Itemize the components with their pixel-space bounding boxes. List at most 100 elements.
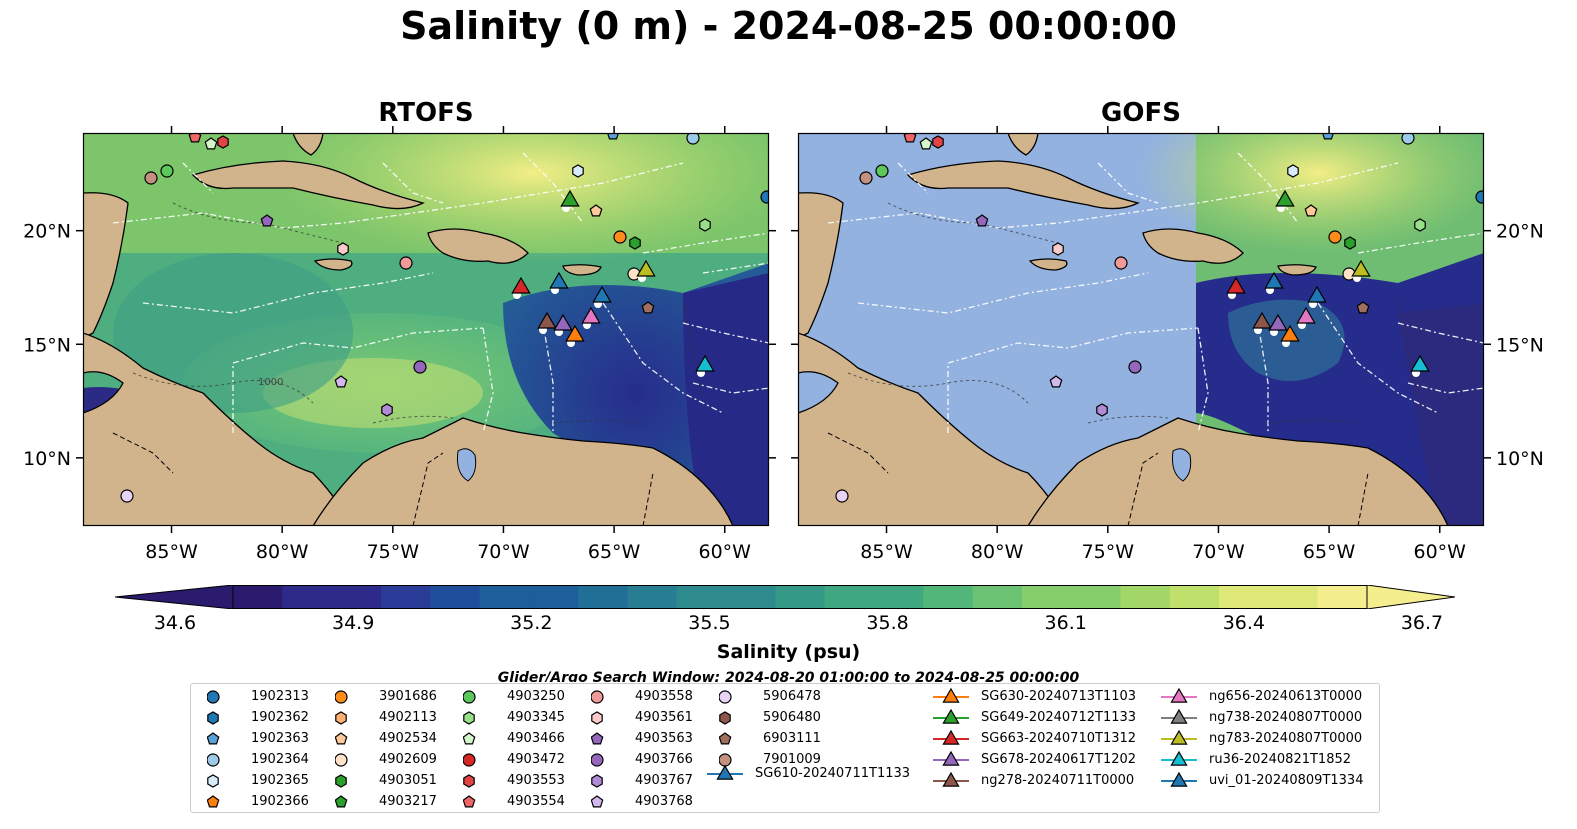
glider-marker-uvi: [1307, 285, 1327, 303]
lon-tick-label: 60°W: [699, 541, 752, 563]
map-panel-rtofs[interactable]: 1000 85°W 80°W 75°W 70°W 65°W 60°W 20°N 15°N 10°…: [23, 126, 776, 563]
colorbar-bin: [627, 585, 678, 609]
colorbar-bin: [676, 585, 727, 609]
legend: 1902313 1902362 1902363 1902364 1902365 19023…: [190, 683, 1380, 813]
colorbar-bin: [233, 585, 283, 609]
argo-marker-3901686: [1328, 230, 1342, 244]
colorbar-bin: [430, 585, 481, 609]
argo-marker-1902364: [686, 133, 700, 145]
search-window-text: Glider/Argo Search Window: 2024-08-20 01…: [497, 670, 1080, 682]
colorbar-bin: [972, 585, 1023, 609]
colorbar: [115, 585, 1455, 609]
argo-marker-4903768: [334, 375, 348, 388]
glider-marker-ng278: [537, 311, 557, 329]
contour-label: 1000: [258, 377, 283, 388]
argo-marker-4903561: [337, 242, 349, 256]
argo-marker-4903767: [1096, 403, 1108, 417]
argo-marker-4903553: [217, 135, 229, 149]
argo-marker-4903554: [903, 133, 917, 143]
glider-marker-SG678: [1268, 313, 1288, 331]
glider-marker-SG610: [549, 271, 569, 289]
lon-tick-label: 75°W: [1082, 541, 1135, 563]
lon-tick-label: 70°W: [477, 541, 530, 563]
argo-marker-6903111: [1356, 301, 1370, 314]
colorbar-bin: [873, 585, 924, 609]
glider-marker-ru36: [695, 354, 715, 372]
panel-title-rtofs: RTOFS: [378, 98, 474, 128]
lat-tick-label: 20°N: [23, 221, 71, 243]
colorbar-bin: [282, 585, 333, 609]
country-borders: [112, 432, 654, 526]
glider-marker-ng656: [1296, 306, 1316, 324]
colorbar-bin: [380, 585, 431, 609]
colorbar-bin: [923, 585, 974, 609]
argo-marker-1902313: [1475, 190, 1484, 204]
colorbar-bin: [331, 585, 382, 609]
argo-marker-5906478: [120, 489, 134, 503]
map-canvas-gofs: 85°W 80°W 75°W 70°W 65°W 60°W 20°N 15°N 10°N: [791, 126, 1544, 563]
argo-marker-4903466: [204, 137, 218, 150]
argo-marker-4903561: [1052, 242, 1064, 256]
argo-marker-4903466: [919, 137, 933, 150]
colorbar-tick-label: 34.6: [153, 612, 197, 634]
lat-tick-label: 15°N: [1496, 334, 1544, 356]
argo-marker-1902365: [572, 164, 584, 178]
lat-tick-label: 15°N: [23, 334, 71, 356]
argo-marker-6903111: [641, 301, 655, 314]
lon-tick-label: 85°W: [145, 541, 198, 563]
argo-marker-4903558: [399, 256, 413, 270]
argo-marker-4903563: [260, 214, 274, 227]
map-panel-gofs[interactable]: 85°W 80°W 75°W 70°W 65°W 60°W 20°N 15°N 10°N: [791, 126, 1544, 563]
argo-marker-4903250: [160, 164, 174, 178]
argo-marker-1902313: [760, 190, 769, 204]
argo-marker-4903051: [629, 236, 641, 250]
argo-marker-1902364: [1401, 133, 1415, 145]
colorbar-bin: [1219, 585, 1269, 609]
argo-marker-7901009: [144, 171, 158, 185]
lon-tick-label: 65°W: [1303, 541, 1356, 563]
colorbar-tick-label: 34.9: [331, 612, 375, 634]
argo-marker-4902534: [1304, 204, 1318, 217]
argo-marker-4903768: [1049, 375, 1063, 388]
axis-ticks-gofs: 85°W 80°W 75°W 70°W 65°W 60°W 20°N 15°N 10°N: [791, 126, 1544, 563]
glider-marker-SG610: [1264, 271, 1284, 289]
map-canvas-rtofs: 1000 85°W 80°W 75°W 70°W 65°W 60°W 20°N 15°N 10°…: [23, 126, 776, 563]
argo-marker-4903345: [699, 218, 711, 232]
lon-tick-label: 80°W: [971, 541, 1024, 563]
lat-tick-label: 20°N: [1496, 221, 1544, 243]
colorbar-tick-label: 36.4: [1222, 612, 1265, 634]
glider-marker-SG663: [1226, 276, 1246, 294]
colorbar-bin: [479, 585, 530, 609]
colorbar-bin: [578, 585, 628, 609]
lon-tick-label: 70°W: [1192, 541, 1245, 563]
argo-marker-7901009: [859, 171, 873, 185]
colorbar-bin: [1169, 585, 1220, 609]
argo-marker-4902534: [589, 204, 603, 217]
glider-marker-ng278: [1252, 311, 1272, 329]
argo-marker-4903554: [188, 133, 202, 143]
argo-marker-4903767: [381, 403, 393, 417]
colorbar-label: Salinity (psu): [716, 641, 861, 663]
argo-marker-4903558: [1114, 256, 1128, 270]
markers-gofs: [835, 133, 1484, 503]
argo-marker-4903563: [975, 214, 989, 227]
lon-tick-label: 65°W: [588, 541, 641, 563]
colorbar-bin: [1071, 585, 1121, 609]
glider-marker-SG649: [1275, 189, 1295, 207]
argo-marker-4903766: [413, 360, 427, 374]
land-masses: [83, 133, 734, 526]
panel-title-gofs: GOFS: [1101, 98, 1181, 128]
argo-marker-5906478: [835, 489, 849, 503]
argo-marker-3901686: [613, 230, 627, 244]
colorbar-bin: [775, 585, 826, 609]
colorbar-bin: [824, 585, 875, 609]
glider-marker-SG649: [560, 189, 580, 207]
colorbar-tick-label: 35.5: [688, 612, 731, 634]
glider-marker-ng783: [636, 259, 656, 277]
colorbar-tick-label: 36.7: [1400, 612, 1444, 634]
glider-marker-SG630: [1280, 324, 1300, 342]
colorbar-tick-label: 35.8: [866, 612, 909, 634]
map-frame: [82, 132, 770, 527]
argo-marker-4903051: [1344, 236, 1356, 250]
glider-marker-SG663: [511, 276, 531, 294]
